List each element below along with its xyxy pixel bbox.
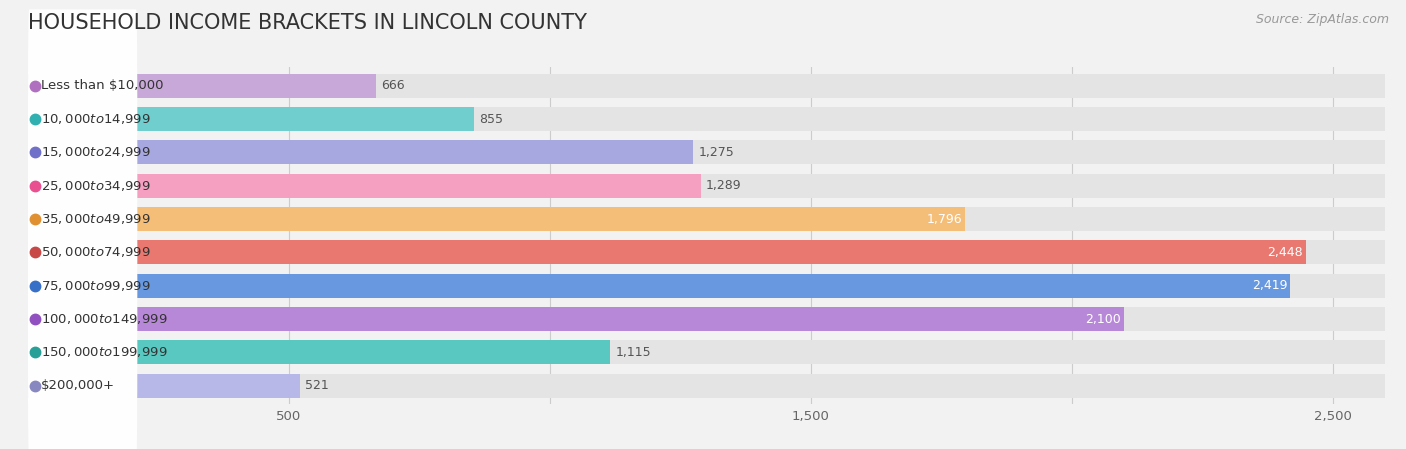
- Bar: [28, 274, 1385, 298]
- Bar: [28, 107, 1385, 131]
- Text: $10,000 to $14,999: $10,000 to $14,999: [41, 112, 150, 126]
- Text: Source: ZipAtlas.com: Source: ZipAtlas.com: [1256, 13, 1389, 26]
- Text: $25,000 to $34,999: $25,000 to $34,999: [41, 179, 150, 193]
- FancyBboxPatch shape: [28, 143, 138, 295]
- Bar: [28, 74, 1385, 98]
- Text: $50,000 to $74,999: $50,000 to $74,999: [41, 246, 150, 260]
- Bar: [28, 340, 1385, 365]
- FancyBboxPatch shape: [28, 276, 138, 429]
- Bar: [28, 207, 1385, 231]
- Bar: [28, 74, 375, 98]
- Bar: [28, 307, 1385, 331]
- Text: 2,448: 2,448: [1267, 246, 1302, 259]
- FancyBboxPatch shape: [28, 9, 138, 162]
- Bar: [28, 307, 1123, 331]
- Text: $75,000 to $99,999: $75,000 to $99,999: [41, 279, 150, 293]
- Text: $35,000 to $49,999: $35,000 to $49,999: [41, 212, 150, 226]
- Bar: [28, 374, 1385, 398]
- FancyBboxPatch shape: [28, 176, 138, 329]
- Bar: [28, 107, 474, 131]
- Bar: [28, 374, 299, 398]
- Bar: [28, 240, 1385, 264]
- FancyBboxPatch shape: [28, 309, 138, 449]
- FancyBboxPatch shape: [28, 110, 138, 262]
- Bar: [28, 174, 700, 198]
- Text: 1,275: 1,275: [699, 146, 734, 159]
- Text: 2,419: 2,419: [1251, 279, 1288, 292]
- Text: 521: 521: [305, 379, 329, 392]
- Bar: [28, 340, 610, 365]
- Text: Less than $10,000: Less than $10,000: [41, 79, 163, 92]
- Text: 855: 855: [479, 113, 503, 126]
- Text: 2,100: 2,100: [1085, 313, 1121, 326]
- Text: $200,000+: $200,000+: [41, 379, 115, 392]
- Text: $15,000 to $24,999: $15,000 to $24,999: [41, 145, 150, 159]
- Text: 666: 666: [381, 79, 405, 92]
- FancyBboxPatch shape: [28, 76, 138, 229]
- Text: 1,796: 1,796: [927, 212, 962, 225]
- Bar: [28, 141, 1385, 164]
- Bar: [28, 274, 1291, 298]
- Bar: [28, 240, 1306, 264]
- Text: 1,289: 1,289: [706, 179, 741, 192]
- Bar: [28, 174, 1385, 198]
- Text: $150,000 to $199,999: $150,000 to $199,999: [41, 345, 167, 359]
- Bar: [28, 141, 693, 164]
- FancyBboxPatch shape: [28, 43, 138, 195]
- FancyBboxPatch shape: [28, 209, 138, 362]
- Bar: [28, 207, 966, 231]
- Text: $100,000 to $149,999: $100,000 to $149,999: [41, 312, 167, 326]
- Text: HOUSEHOLD INCOME BRACKETS IN LINCOLN COUNTY: HOUSEHOLD INCOME BRACKETS IN LINCOLN COU…: [28, 13, 588, 34]
- Text: 1,115: 1,115: [616, 346, 651, 359]
- FancyBboxPatch shape: [28, 243, 138, 396]
